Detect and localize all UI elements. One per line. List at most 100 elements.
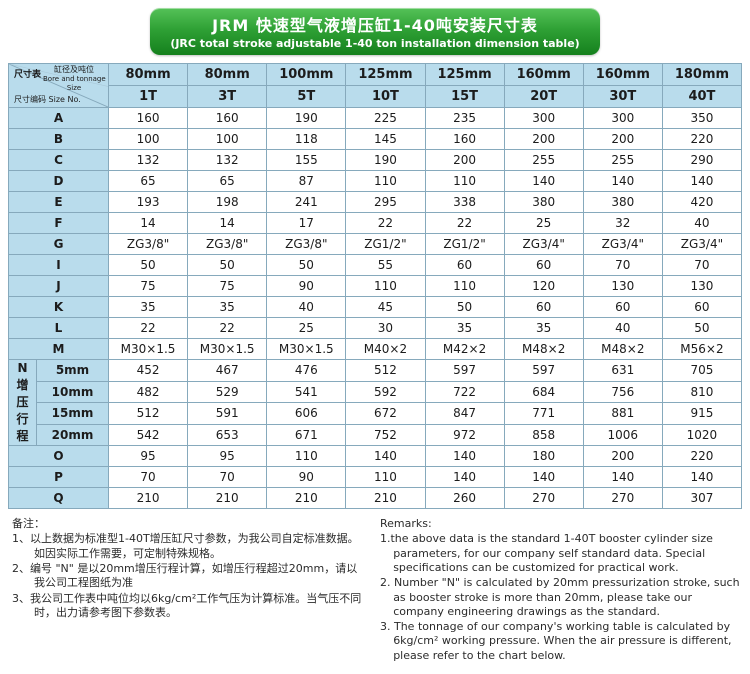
data-cell: 1020 xyxy=(661,423,743,446)
data-cell: 130 xyxy=(661,275,743,297)
data-cell: ZG3/8" xyxy=(107,233,189,255)
data-cell: 140 xyxy=(661,170,743,192)
data-cell: M48×2 xyxy=(503,338,584,360)
bore-header: 125mm xyxy=(424,63,505,86)
data-cell: 512 xyxy=(345,359,426,382)
notes-chinese: 备注： 1、以上数据为标准型1-40T增压缸尺寸参数，为我公司自定标准数据。如因… xyxy=(12,516,364,663)
data-cell: 95 xyxy=(187,445,268,467)
data-cell: 255 xyxy=(582,149,663,171)
data-cell: 300 xyxy=(503,107,584,129)
tonnage-header: 3T xyxy=(187,85,268,108)
data-cell: 50 xyxy=(107,254,189,276)
data-cell: 65 xyxy=(107,170,189,192)
data-cell: 241 xyxy=(266,191,347,213)
data-cell: 200 xyxy=(582,445,663,467)
table-row: M M30×1.5 M30×1.5 M30×1.5 M40×2 M42×2 M48×2 M48… xyxy=(8,338,743,360)
corner-bore-cn: 缸径及吨位 xyxy=(54,65,94,74)
notes-cn-heading: 备注： xyxy=(12,517,45,530)
data-cell: 120 xyxy=(503,275,584,297)
tonnage-header: 1T xyxy=(107,85,189,108)
data-cell: 22 xyxy=(424,212,505,234)
table-row: I 50 50 50 55 60 60 70 70 xyxy=(8,254,743,276)
table-row: K 35 35 40 45 50 60 60 60 xyxy=(8,296,743,318)
tonnage-header: 10T xyxy=(345,85,426,108)
data-cell: 300 xyxy=(582,107,663,129)
data-cell: 380 xyxy=(582,191,663,213)
data-cell: 420 xyxy=(661,191,743,213)
data-cell: ZG3/8" xyxy=(266,233,347,255)
page-title: JRM 快速型气液增压缸1-40吨安装尺寸表 xyxy=(212,16,538,35)
data-cell: 87 xyxy=(266,170,347,192)
data-cell: 50 xyxy=(424,296,505,318)
tonnage-header: 40T xyxy=(661,85,743,108)
data-cell: 132 xyxy=(187,149,268,171)
data-cell: ZG3/8" xyxy=(187,233,268,255)
data-cell: M30×1.5 xyxy=(107,338,189,360)
table-row: Q 210 210 210 210 260 270 270 307 xyxy=(8,487,743,509)
data-cell: ZG1/2" xyxy=(424,233,505,255)
data-cell: 60 xyxy=(661,296,743,318)
data-cell: 198 xyxy=(187,191,268,213)
data-cell: 225 xyxy=(345,107,426,129)
page-subtitle: (JRC total stroke adjustable 1-40 ton in… xyxy=(170,37,580,50)
table-row: D 65 65 87 110 110 140 140 140 xyxy=(8,170,743,192)
corner-code-cn: 尺寸编码 xyxy=(14,95,46,105)
data-cell: 771 xyxy=(503,402,584,425)
data-cell: 90 xyxy=(266,275,347,297)
data-cell: 338 xyxy=(424,191,505,213)
data-cell: 210 xyxy=(266,487,347,509)
corner-header: 尺寸表 缸径及吨位 Bore and tonnage Size 尺寸编码 Siz… xyxy=(8,63,109,108)
data-cell: 1006 xyxy=(582,423,663,446)
bore-header: 160mm xyxy=(582,63,663,86)
data-cell: 295 xyxy=(345,191,426,213)
row-label-K: K xyxy=(8,296,109,318)
data-cell: 70 xyxy=(107,466,189,488)
dimension-table-head: 尺寸表 缸径及吨位 Bore and tonnage Size 尺寸编码 Siz… xyxy=(8,63,743,108)
data-cell: 672 xyxy=(345,402,426,425)
data-cell: 190 xyxy=(345,149,426,171)
data-cell: 705 xyxy=(661,359,743,382)
row-label-P: P xyxy=(8,466,109,488)
data-cell: 482 xyxy=(107,380,189,403)
row-label-D: D xyxy=(8,170,109,192)
table-row: P 70 70 90 110 140 140 140 140 xyxy=(8,466,743,488)
data-cell: 110 xyxy=(424,275,505,297)
data-cell: 70 xyxy=(187,466,268,488)
data-cell: 193 xyxy=(107,191,189,213)
diagonal-divider-icon xyxy=(9,64,108,107)
data-cell: 145 xyxy=(345,128,426,150)
note-en-item: 2. Number "N" is calculated by 20mm pres… xyxy=(380,576,740,618)
row-label-A: A xyxy=(8,107,109,129)
data-cell: 140 xyxy=(503,170,584,192)
tonnage-header: 30T xyxy=(582,85,663,108)
data-cell: M48×2 xyxy=(582,338,663,360)
data-cell: 606 xyxy=(266,402,347,425)
n-sub-label-20mm: 20mm xyxy=(36,423,109,446)
data-cell: 160 xyxy=(424,128,505,150)
data-cell: 130 xyxy=(582,275,663,297)
data-cell: 653 xyxy=(187,423,268,446)
data-cell: 847 xyxy=(424,402,505,425)
tonnage-header: 5T xyxy=(266,85,347,108)
data-cell: M30×1.5 xyxy=(266,338,347,360)
data-cell: 17 xyxy=(266,212,347,234)
data-cell: 110 xyxy=(345,466,426,488)
data-cell: 220 xyxy=(661,445,743,467)
row-label-B: B xyxy=(8,128,109,150)
note-cn-item: 3、我公司工作表中吨位均以6kg/cm²工作气压为计算标准。当气压不同时，出力请… xyxy=(12,591,362,619)
n-sub-label-10mm: 10mm xyxy=(36,380,109,403)
table-row: 10mm 482 529 541 592 722 684 756 810 xyxy=(9,380,743,403)
data-cell: 50 xyxy=(187,254,268,276)
data-cell: 631 xyxy=(582,359,663,382)
data-cell: ZG3/4" xyxy=(661,233,743,255)
data-cell: 60 xyxy=(582,296,663,318)
data-cell: 40 xyxy=(582,317,663,339)
data-cell: 14 xyxy=(107,212,189,234)
corner-bore-en: Bore and tonnage xyxy=(43,75,106,83)
row-label-M: M xyxy=(8,338,109,360)
data-cell: 476 xyxy=(266,359,347,382)
data-cell: 542 xyxy=(107,423,189,446)
note-cn-item: 1、以上数据为标准型1-40T增压缸尺寸参数，为我公司自定标准数据。如因实际工作… xyxy=(12,532,359,560)
data-cell: 35 xyxy=(187,296,268,318)
row-label-E: E xyxy=(8,191,109,213)
